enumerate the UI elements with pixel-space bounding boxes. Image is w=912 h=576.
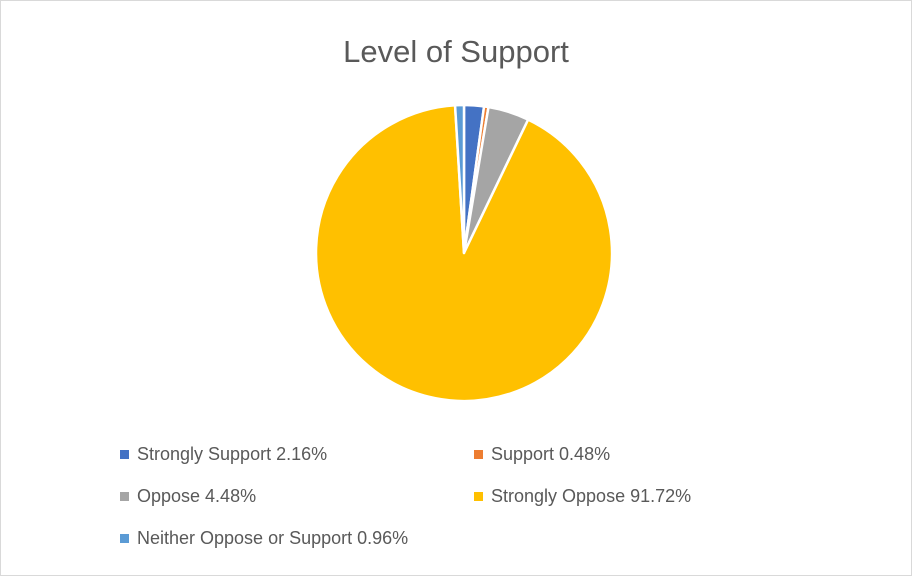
legend-label: Strongly Support 2.16% [137,444,328,464]
legend-label: Strongly Oppose 91.72% [491,486,692,506]
legend-label: Oppose 4.48% [137,486,257,506]
legend-label: Support 0.48% [491,444,611,464]
chart-title: Level of Support [343,34,569,69]
legend-swatch [120,450,129,459]
legend-swatch [474,450,483,459]
legend-item: Support 0.48% [474,444,610,465]
legend-item: Strongly Support 2.16% [120,444,327,465]
legend-item: Strongly Oppose 91.72% [474,486,691,507]
legend-label: Neither Oppose or Support 0.96% [137,528,409,548]
legend-swatch [120,492,129,501]
legend-swatch [474,492,483,501]
legend-item: Neither Oppose or Support 0.96% [120,528,408,549]
legend-swatch [120,534,129,543]
legend-item: Oppose 4.48% [120,486,256,507]
pie-slice-neither-oppose-or-support [453,103,466,255]
